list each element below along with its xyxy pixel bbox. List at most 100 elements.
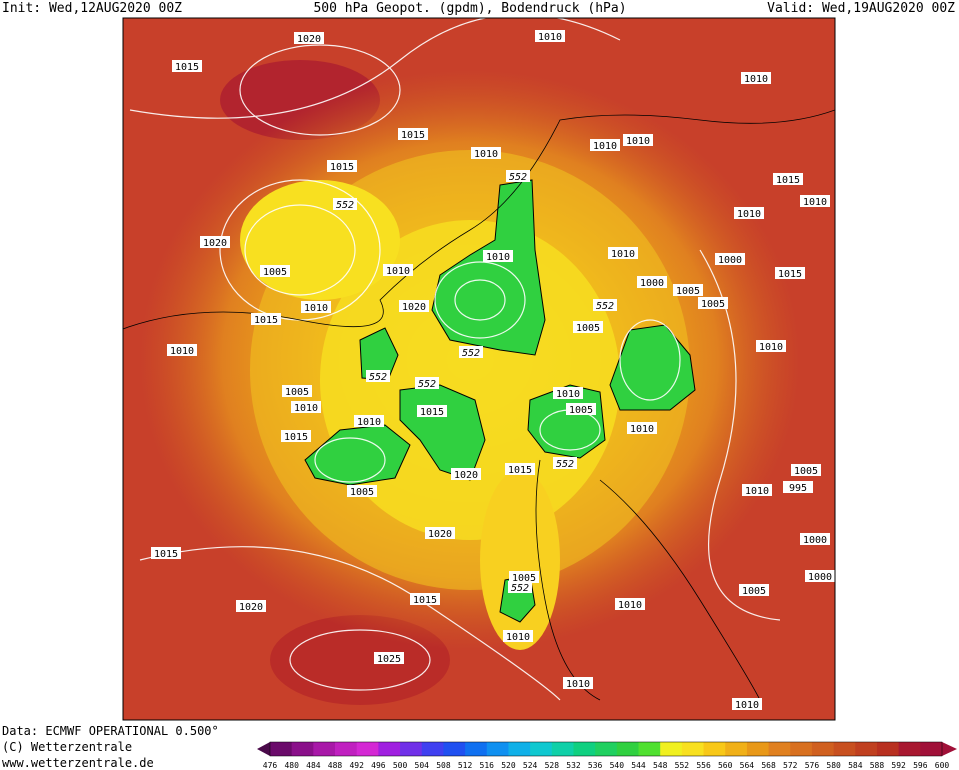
geopotential-label: 552 (418, 379, 436, 390)
label-box (553, 387, 583, 399)
colorbar-end (257, 742, 270, 756)
pressure-label: 1000 (808, 572, 832, 583)
colorbar-label: 476 (263, 761, 278, 770)
pressure-label: 1005 (794, 466, 818, 477)
colorbar-label: 496 (371, 761, 386, 770)
colorbar-swatch (616, 742, 640, 756)
label-box (398, 128, 428, 140)
colorbar-label: 572 (783, 761, 798, 770)
colorbar-swatch (400, 742, 423, 756)
colorbar-label: 508 (436, 761, 451, 770)
label-box (200, 236, 230, 248)
colorbar-swatch (443, 742, 466, 756)
pressure-label: 1010 (737, 209, 761, 220)
pressure-label: 1010 (486, 252, 510, 263)
isobar (314, 437, 386, 483)
contour-labels: 1020101510101010101510101010101010151015… (151, 30, 835, 711)
colorbar-swatch (790, 742, 813, 756)
label-box (615, 598, 645, 610)
pressure-label: 1010 (538, 32, 562, 43)
label-box (294, 32, 324, 44)
label-box (800, 533, 830, 545)
map-frame (122, 17, 836, 721)
yellow-field (480, 470, 560, 650)
label-box (627, 422, 657, 434)
colorbar-label: 480 (284, 761, 299, 770)
colorbar-swatch (703, 742, 726, 756)
pressure-label: 1000 (640, 278, 664, 289)
label-box (483, 250, 513, 262)
pressure-label: 1020 (428, 529, 452, 540)
label-box (291, 401, 321, 413)
colorbar-label: 492 (349, 761, 364, 770)
colorbar-label: 592 (891, 761, 906, 770)
label-box (739, 584, 769, 596)
label-box (553, 457, 577, 469)
label-box (775, 267, 805, 279)
label-box (327, 160, 357, 172)
pressure-label: 1020 (297, 34, 321, 45)
pressure-label: 1020 (402, 302, 426, 313)
pressure-label: 1015 (420, 407, 444, 418)
pressure-label: 1010 (593, 141, 617, 152)
geopotential-label: 552 (511, 583, 529, 594)
pressure-label: 1000 (718, 255, 742, 266)
colorbar-swatch (681, 742, 705, 756)
pressure-label: 1005 (742, 586, 766, 597)
geopotential-label: 552 (509, 172, 527, 183)
init-time: Init: Wed,12AUG2020 00Z (2, 1, 182, 16)
label-box (756, 340, 786, 352)
pressure-label: 1015 (330, 162, 354, 173)
label-box (459, 346, 483, 358)
pressure-label: 1020 (454, 470, 478, 481)
label-box (593, 299, 617, 311)
label-box (366, 370, 390, 382)
colorbar-label: 584 (848, 761, 863, 770)
geopotential-label: 552 (596, 301, 614, 312)
colorbar-label: 568 (761, 761, 776, 770)
geopotential-label: 552 (462, 348, 480, 359)
pressure-label: 1010 (357, 417, 381, 428)
colorbar-swatch (876, 742, 900, 756)
pressure-label: 1010 (304, 303, 328, 314)
pressure-label: 1010 (611, 249, 635, 260)
pressure-label: 1010 (556, 389, 580, 400)
colorbar-swatch (811, 742, 835, 756)
isobar (454, 279, 506, 321)
colorbar-label: 548 (653, 761, 668, 770)
label-box (236, 600, 266, 612)
label-box (509, 571, 539, 583)
pressure-label: 1010 (630, 424, 654, 435)
pressure-label: 1005 (676, 286, 700, 297)
pressure-label: 1005 (576, 323, 600, 334)
colorbar-label: 488 (328, 761, 343, 770)
label-box (506, 170, 530, 182)
label-box (805, 570, 835, 582)
pressure-label: 1010 (170, 346, 194, 357)
pressure-label: 1025 (377, 654, 401, 665)
label-box (251, 313, 281, 325)
colorbar-label: 540 (610, 761, 625, 770)
colorbar-swatch (768, 742, 791, 756)
colorbar-label: 556 (696, 761, 711, 770)
label-box (383, 264, 413, 276)
colorbar-swatch (638, 742, 661, 756)
pressure-label: 1010 (744, 74, 768, 85)
colorbar-swatch (291, 742, 314, 756)
pressure-label: 1010 (386, 266, 410, 277)
colorbar-swatch (465, 742, 488, 756)
isobar (434, 261, 526, 339)
pressure-label: 1005 (285, 387, 309, 398)
colorbar-end (942, 742, 957, 756)
label-box (471, 147, 501, 159)
colorbar-label: 536 (588, 761, 603, 770)
colorbar-label: 576 (805, 761, 820, 770)
colorbar-label: 596 (913, 761, 928, 770)
label-box (151, 547, 181, 559)
label-box (354, 415, 384, 427)
colorbar-swatch (898, 742, 921, 756)
colorbar-label: 580 (826, 761, 841, 770)
coastline (123, 109, 835, 330)
pressure-label: 1010 (745, 486, 769, 497)
label-box (535, 30, 565, 42)
